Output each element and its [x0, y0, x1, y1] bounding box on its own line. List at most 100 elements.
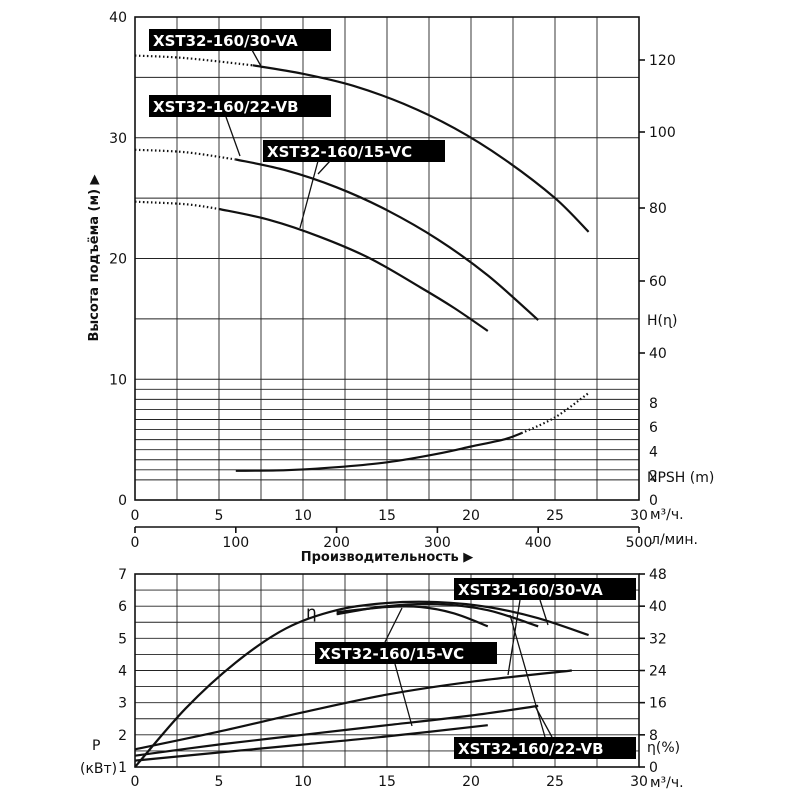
head-y-tick: 40: [109, 10, 127, 26]
efficiency-curve-1: [336, 602, 539, 628]
power-y-tick: 2: [118, 728, 127, 744]
label-vc-top-text: XST32-160/15-VC: [267, 143, 412, 161]
head-x-tick: 0: [131, 508, 140, 524]
label-va-bottom: XST32-160/30-VA: [454, 578, 636, 600]
power-x-tick: 20: [462, 774, 480, 790]
right-eta-tick: 40: [649, 599, 667, 615]
power-y-tick: 3: [118, 696, 127, 712]
power-curve-1: [134, 704, 539, 757]
head-x-axis-title: Производительность ▶: [301, 550, 474, 565]
head-frame: [134, 16, 640, 501]
right-head-tick: 120: [649, 53, 676, 69]
head-x-tick: 30: [630, 508, 648, 524]
head-curve-dotted-2: [134, 200, 220, 211]
power-curve-0: [134, 669, 572, 751]
head-x-tick: 5: [215, 508, 224, 524]
power-x-tick: 30: [630, 774, 648, 790]
right-head-tick: 100: [649, 125, 676, 141]
label-vb-top: XST32-160/22-VB: [149, 95, 331, 117]
head-x-tick: 10: [294, 508, 312, 524]
power-x-tick: 15: [378, 774, 396, 790]
head-x-tick: 20: [462, 508, 480, 524]
leader-vc-top-2: [317, 160, 331, 175]
right-eta-tick: 32: [649, 631, 667, 647]
right-eta-tick: 0: [649, 760, 658, 776]
label-va-top: XST32-160/30-VA: [149, 29, 331, 51]
head-grid: [135, 17, 639, 500]
power-y-axis-units: (кВт): [80, 761, 117, 777]
power-x-tick: 0: [131, 774, 140, 790]
label-vc-bottom: XST32-160/15-VC: [315, 642, 497, 664]
right-head-tick: 60: [649, 274, 667, 290]
power-y-tick: 5: [118, 631, 127, 647]
head-x-tick: 25: [546, 508, 564, 524]
head-y-tick: 10: [109, 372, 127, 388]
power-curve-2: [134, 724, 488, 762]
leader-vc-bottom-1: [384, 607, 403, 643]
leader-va-top: [251, 49, 263, 69]
leader-vb-top: [225, 116, 241, 157]
right-eta-label: η(%): [647, 740, 680, 756]
flow-lmin-tick: 0: [131, 535, 140, 551]
head-y-tick: 0: [118, 493, 127, 509]
efficiency-curve-0: [134, 600, 589, 768]
right-npsh-tick: 2: [649, 469, 658, 485]
flow-lmin-tick: 400: [525, 535, 552, 551]
right-npsh-tick: 4: [649, 444, 658, 460]
npsh-curve: [235, 432, 522, 472]
right-head-label: H(ɳ): [647, 313, 677, 329]
label-vb-bottom-text: XST32-160/22-VB: [458, 740, 604, 758]
flow-lmin-tick: 500: [626, 535, 653, 551]
leader-va-bottom-1: [539, 599, 549, 626]
label-vb-bottom: XST32-160/22-VB: [454, 737, 636, 759]
head-y-axis-title: Высота подъёма (м) ▶: [87, 174, 102, 341]
leader-vc-top-1: [299, 160, 319, 229]
label-va-bottom-text: XST32-160/30-VA: [458, 581, 603, 599]
label-vb-top-text: XST32-160/22-VB: [153, 98, 299, 116]
power-x-tick: 25: [546, 774, 564, 790]
power-x-units: м³/ч.: [650, 775, 684, 791]
right-npsh-tick: 6: [649, 420, 658, 436]
head-x-tick: 15: [378, 508, 396, 524]
power-y-tick: 1: [118, 760, 127, 776]
power-x-tick: 10: [294, 774, 312, 790]
head-curves: [134, 54, 590, 472]
head-y-tick: 20: [109, 252, 127, 268]
power-x-tick: 5: [215, 774, 224, 790]
right-eta-tick: 16: [649, 696, 667, 712]
right-eta-tick: 8: [649, 728, 658, 744]
head-curve-dotted-1: [134, 148, 236, 161]
leader-vc-bottom-2: [394, 663, 413, 727]
right-head-tick: 40: [649, 346, 667, 362]
label-va-top-text: XST32-160/30-VA: [153, 32, 298, 50]
flow-lmin-tick: 200: [323, 535, 350, 551]
flow-lmin-tick: 100: [222, 535, 249, 551]
head-curve-2: [218, 207, 489, 332]
efficiency-curve-2: [336, 605, 489, 628]
label-vc-top: XST32-160/15-VC: [263, 140, 445, 162]
right-npsh-tick: 0: [649, 493, 658, 509]
head-curve-1: [235, 158, 539, 321]
power-curves: [134, 600, 589, 768]
power-y-tick: 6: [118, 599, 127, 615]
power-y-tick: 4: [118, 664, 127, 680]
head-curve-0: [252, 64, 590, 233]
right-head-tick: 80: [649, 201, 667, 217]
eta-curve-label: η: [306, 603, 317, 623]
right-eta-tick: 24: [649, 664, 667, 680]
label-vc-bottom-text: XST32-160/15-VC: [319, 645, 464, 663]
power-y-axis-title: P: [92, 738, 100, 754]
leader-vb-bottom-2: [534, 705, 553, 738]
head-x-units: м³/ч.: [650, 507, 684, 523]
npsh-curve-dotted: [520, 392, 590, 435]
leader-vb-bottom-1: [509, 614, 546, 738]
right-npsh-label: NPSH (m): [647, 470, 714, 486]
head-y-tick: 30: [109, 131, 127, 147]
leader-va-bottom-2: [507, 599, 521, 676]
flow-lmin-units: л/мин.: [651, 532, 698, 548]
